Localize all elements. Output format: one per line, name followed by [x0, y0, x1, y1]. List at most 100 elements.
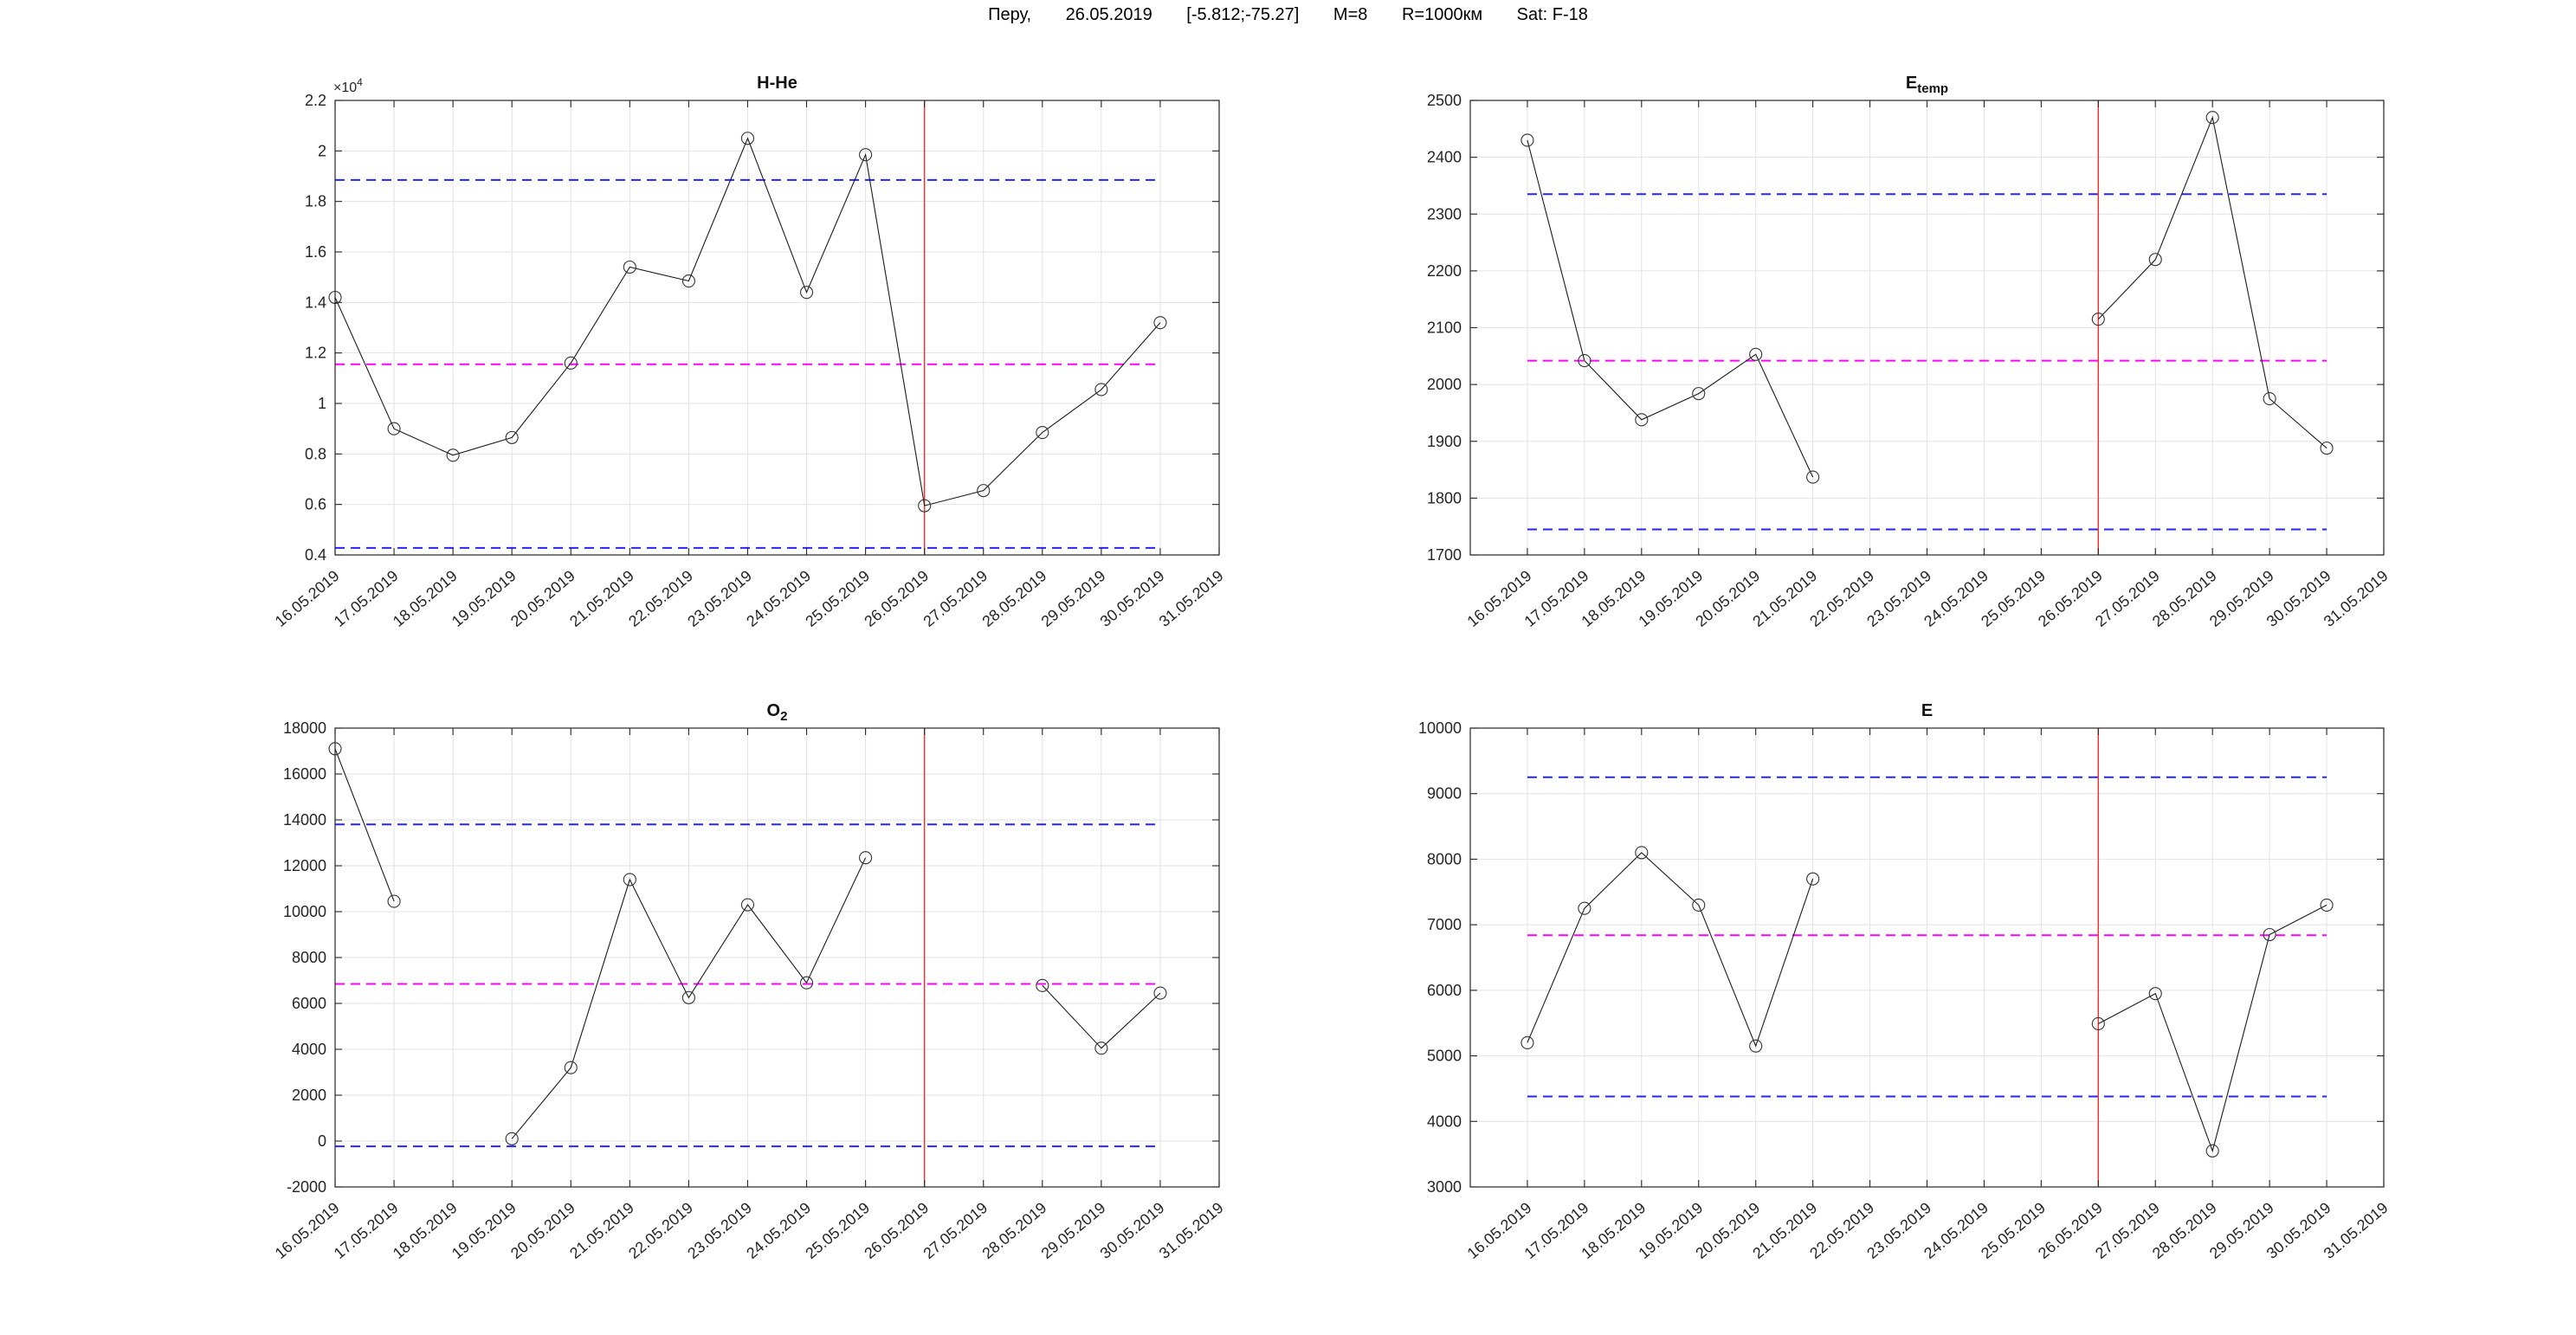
data-point [1036, 978, 1049, 992]
y-tick-label: 6000 [1427, 982, 1462, 999]
data-point [2205, 111, 2219, 125]
x-tick-label: 24.05.2019 [743, 567, 814, 630]
data-point [2320, 898, 2334, 912]
chart-e: 30004000500060007000800090001000016.05.2… [1418, 701, 2392, 1262]
data-point [564, 356, 578, 370]
data-point [2263, 391, 2276, 406]
x-tick-label: 30.05.2019 [1097, 1199, 1168, 1262]
y-tick-label: 1700 [1427, 546, 1462, 564]
series-line [334, 137, 1161, 506]
data-point [1578, 901, 1591, 915]
series-line [2098, 904, 2327, 1153]
data-point [387, 894, 401, 908]
x-tick-label: 22.05.2019 [625, 567, 696, 630]
data-point [918, 499, 932, 513]
data-point [977, 484, 991, 498]
series-line [1527, 852, 1814, 1048]
x-tick-label: 26.05.2019 [861, 567, 932, 630]
chart-o2: -2000 0 2000 4000 6000 8000 10000 12000 14000 160… [272, 701, 1227, 1262]
y-tick-label: 0.6 [305, 496, 326, 513]
x-tick-label: 16.05.2019 [272, 567, 343, 630]
series-line [511, 857, 867, 1139]
x-tick-label: 28.05.2019 [978, 1199, 1049, 1262]
x-tick-label: 31.05.2019 [1156, 1199, 1227, 1262]
y-tick-label: 2000 [292, 1087, 326, 1104]
figure-title-magnitude: M=8 [1333, 5, 1368, 24]
x-tick-label: 19.05.2019 [449, 567, 520, 630]
data-point [387, 422, 401, 435]
data-point [859, 851, 873, 865]
y-tick-label: 4000 [292, 1041, 326, 1058]
x-tick-label: 25.05.2019 [802, 1199, 873, 1262]
data-point [2263, 927, 2276, 942]
y-tick-label: 1800 [1427, 489, 1462, 506]
x-tick-label: 29.05.2019 [1038, 567, 1109, 630]
data-point [505, 1132, 519, 1145]
y-tick-label: 3000 [1427, 1178, 1462, 1196]
x-tick-label: 17.05.2019 [331, 567, 402, 630]
figure-title-satellite: Sat: F-18 [1516, 5, 1588, 24]
data-point [1578, 354, 1591, 368]
subplot-title: O2 [767, 701, 788, 724]
x-tick-label: 29.05.2019 [1038, 1199, 1109, 1262]
data-point [859, 148, 873, 162]
figure-title-radius: R=1000км [1401, 5, 1483, 24]
y-tick-label: 1 [318, 395, 326, 412]
data-point [1692, 387, 1706, 401]
x-tick-label: 16.05.2019 [272, 1199, 343, 1262]
figure-title-coordinates: [-5.812;-75.27] [1186, 5, 1300, 24]
x-tick-label: 27.05.2019 [920, 1199, 991, 1262]
x-tick-label: 18.05.2019 [390, 1199, 461, 1262]
y-tick-label: 2500 [1427, 92, 1462, 109]
y-tick-label: 2100 [1427, 319, 1462, 337]
data-point [1094, 1042, 1108, 1055]
y-tick-label: 12000 [283, 857, 326, 874]
data-point [623, 873, 636, 887]
data-point [1749, 347, 1763, 361]
data-point [1153, 316, 1167, 330]
y-tick-label: 1.6 [305, 243, 326, 261]
data-point [1036, 425, 1049, 440]
x-tick-label: 22.05.2019 [625, 1199, 696, 1262]
y-tick-label: 1.8 [305, 193, 326, 210]
y-tick-label: 1.4 [305, 293, 326, 311]
y-tick-label: 8000 [292, 949, 326, 966]
data-point [2148, 987, 2162, 1001]
data-point [1520, 1035, 1534, 1049]
data-point [1635, 846, 1649, 860]
data-point [681, 274, 695, 288]
y-tick-label: 5000 [1427, 1048, 1462, 1065]
plot-box [334, 100, 1220, 556]
chart-h_he: 0.4 0.6 0.8 1 1.2 1.4 1.6 1.8 2 2.2 16.05.201917.0… [272, 74, 1227, 630]
y-tick-label: 16000 [283, 765, 326, 783]
series-line [2097, 115, 2327, 449]
y-tick-label: 10000 [1418, 719, 1462, 737]
subplot-title: H-He [757, 74, 797, 93]
data-point [1153, 986, 1167, 1000]
data-point [740, 898, 755, 912]
data-point [1692, 898, 1706, 912]
data-point [799, 976, 814, 990]
x-tick-label: 24.05.2019 [743, 1199, 814, 1262]
subplot-title: E [1921, 701, 1933, 720]
data-point [1094, 383, 1108, 397]
data-point [2320, 442, 2334, 455]
y-tick-label: 2 [318, 142, 326, 159]
y-tick-label: 1.2 [305, 345, 326, 362]
y-tick-label: 1900 [1427, 433, 1462, 450]
y-tick-label: 18000 [283, 719, 326, 737]
x-tick-label: 23.05.2019 [684, 1199, 755, 1262]
data-point [623, 260, 636, 274]
y-tick-label: 2000 [1427, 376, 1462, 393]
y-tick-label: 8000 [1427, 850, 1462, 867]
data-point [505, 430, 519, 444]
x-tick-label: 21.05.2019 [566, 567, 637, 630]
series-line [334, 748, 395, 902]
y-tick-label: 14000 [283, 811, 326, 829]
y-tick-label: 10000 [283, 903, 326, 920]
data-point [1806, 872, 1820, 886]
x-tick-label: 21.05.2019 [566, 1199, 637, 1262]
x-tick-label: 30.05.2019 [1097, 567, 1168, 630]
data-point [2148, 253, 2162, 267]
